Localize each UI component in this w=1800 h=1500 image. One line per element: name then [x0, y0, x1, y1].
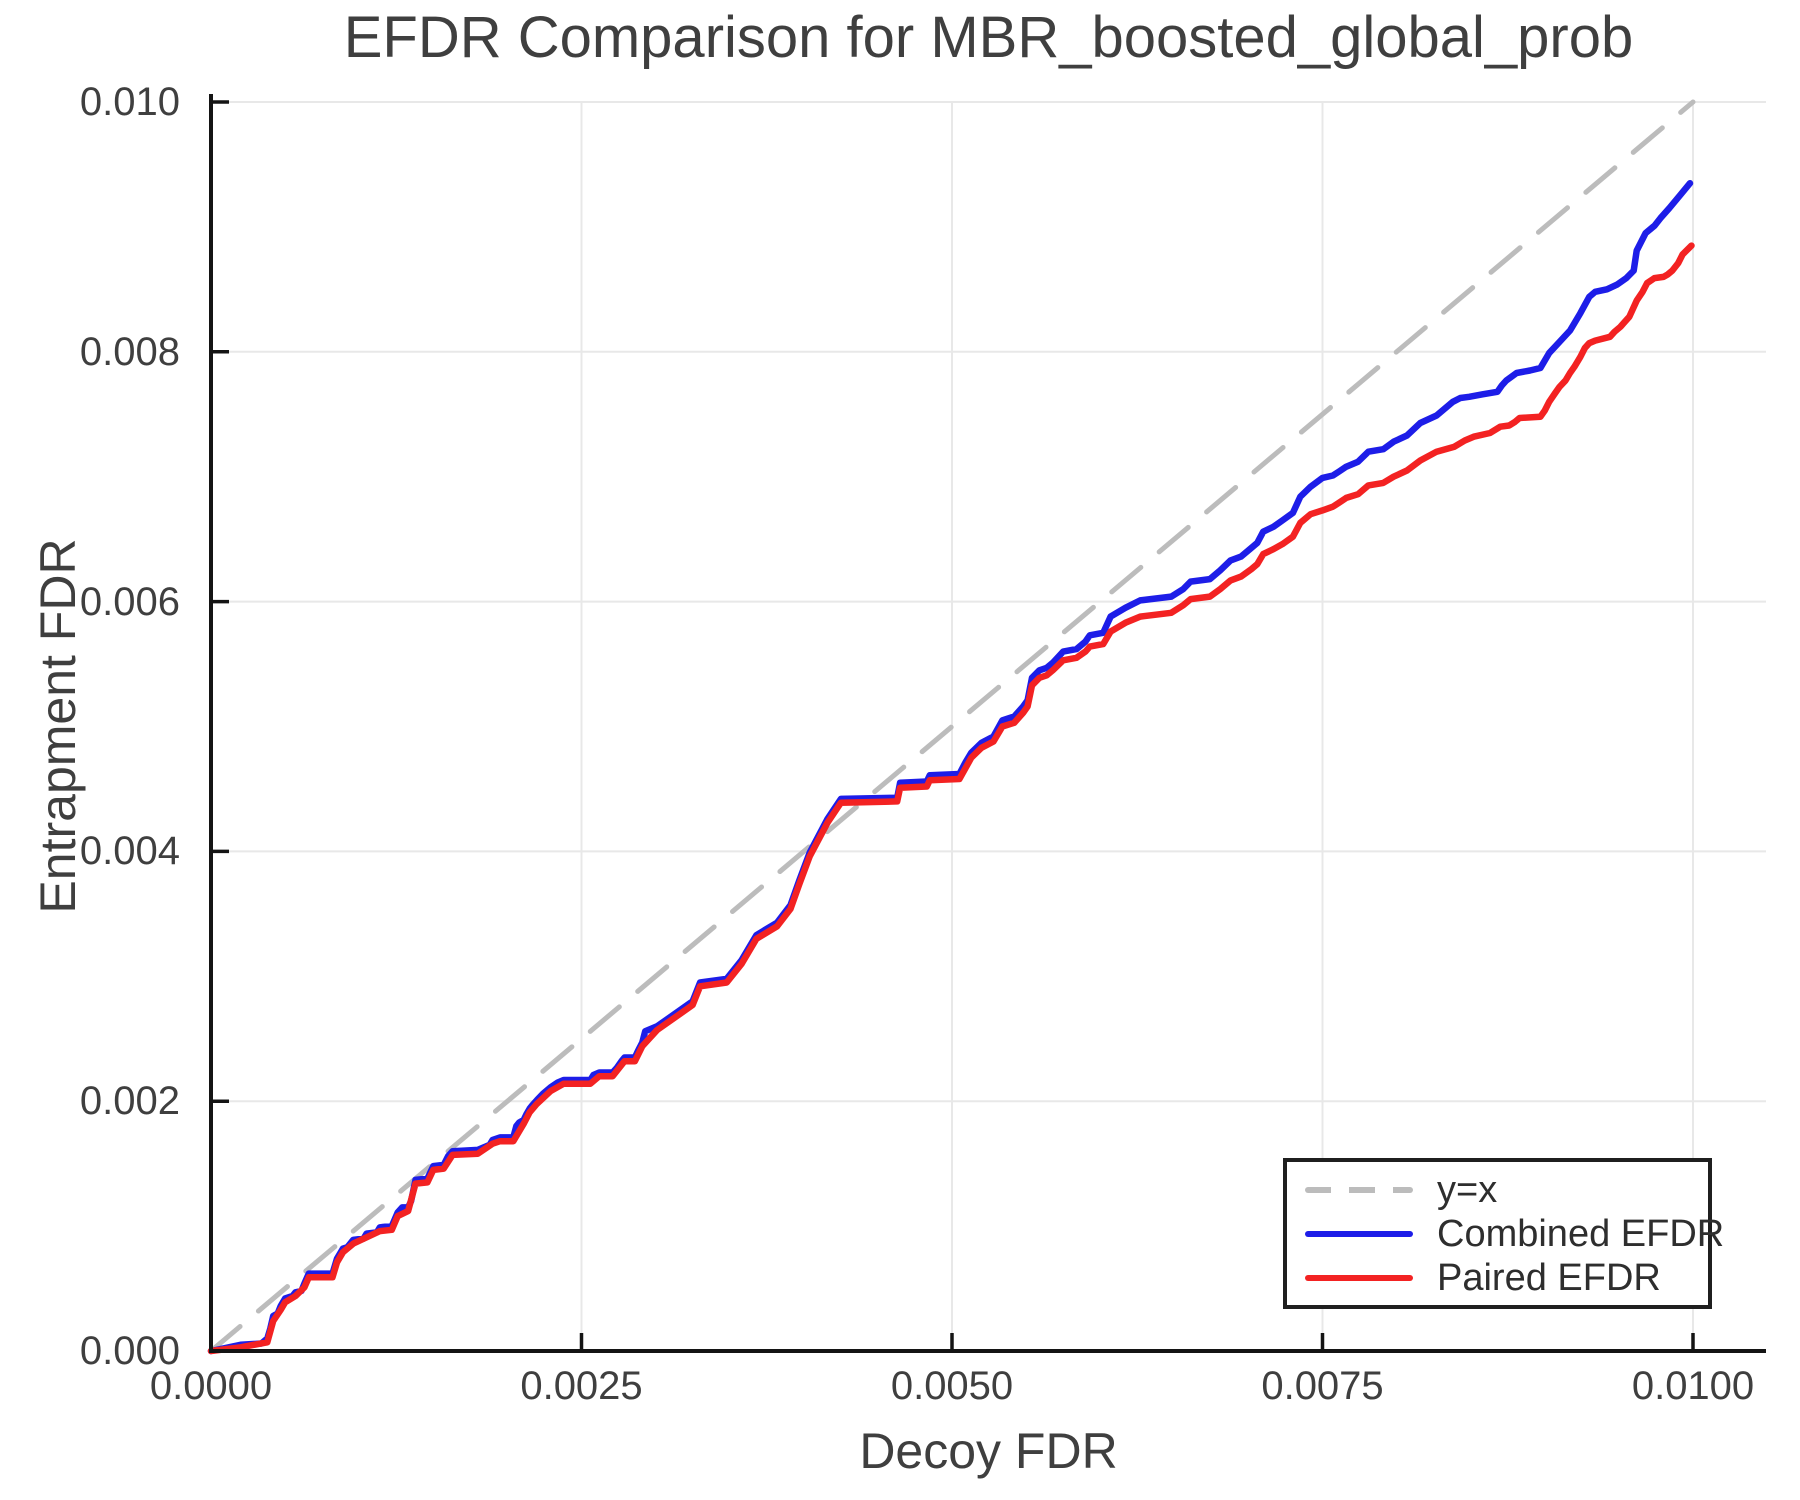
identity-line — [208, 99, 1696, 1354]
y-tick-label: 0.004 — [79, 829, 180, 874]
legend-label: y=x — [1437, 1168, 1498, 1211]
legend-item: Combined EFDR — [1305, 1212, 1724, 1256]
legend-label: Paired EFDR — [1437, 1256, 1661, 1299]
x-tick-label: 0.0050 — [890, 1364, 1014, 1408]
x-tick-label: 0.0000 — [149, 1364, 273, 1408]
legend-item: y=x — [1305, 1168, 1708, 1212]
y-tick-label: 0.002 — [79, 1079, 180, 1124]
legend-label: Combined EFDR — [1437, 1212, 1725, 1255]
legend-item: Paired EFDR — [1305, 1256, 1708, 1300]
y-tick-label: 0.010 — [79, 80, 180, 124]
y-tick-label: 0.008 — [79, 329, 180, 374]
chart-title: EFDR Comparison for MBR_boosted_global_p… — [343, 5, 1634, 70]
legend: y=x Combined EFDR Paired EFDR — [1283, 1158, 1724, 1309]
solid-line-swatch — [1305, 1230, 1413, 1237]
y-tick-label: 0.000 — [79, 1329, 180, 1373]
x-tick-label: 0.0025 — [520, 1364, 643, 1408]
combined-efdr-line — [207, 179, 1694, 1355]
y-tick-label: 0.006 — [79, 579, 180, 624]
x-axis-label: Decoy FDR — [859, 1423, 1118, 1479]
x-tick-label: 0.0100 — [1631, 1364, 1755, 1408]
solid-line-swatch — [1305, 1274, 1413, 1281]
x-tick-label: 0.0075 — [1261, 1364, 1384, 1408]
paired-efdr-line — [207, 242, 1695, 1355]
dashed-line-swatch — [1305, 1186, 1413, 1193]
